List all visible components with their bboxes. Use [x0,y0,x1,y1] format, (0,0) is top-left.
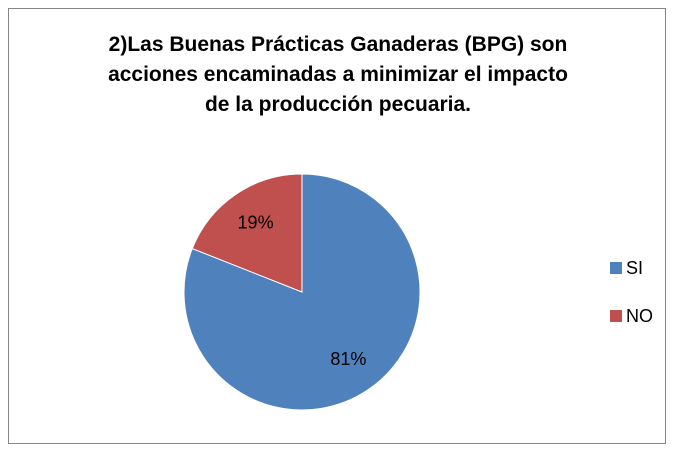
legend-swatch [610,262,622,274]
chart-frame [8,8,666,444]
pie-slice [183,173,421,411]
data-label: 81% [330,349,366,369]
legend-label: SI [626,258,643,278]
legend-label: NO [626,306,653,326]
chart-title: 2)Las Buenas Prácticas Ganaderas (BPG) s… [108,33,568,116]
data-label: 19% [238,212,274,232]
legend-swatch [610,310,622,322]
pie-slice [191,173,303,293]
